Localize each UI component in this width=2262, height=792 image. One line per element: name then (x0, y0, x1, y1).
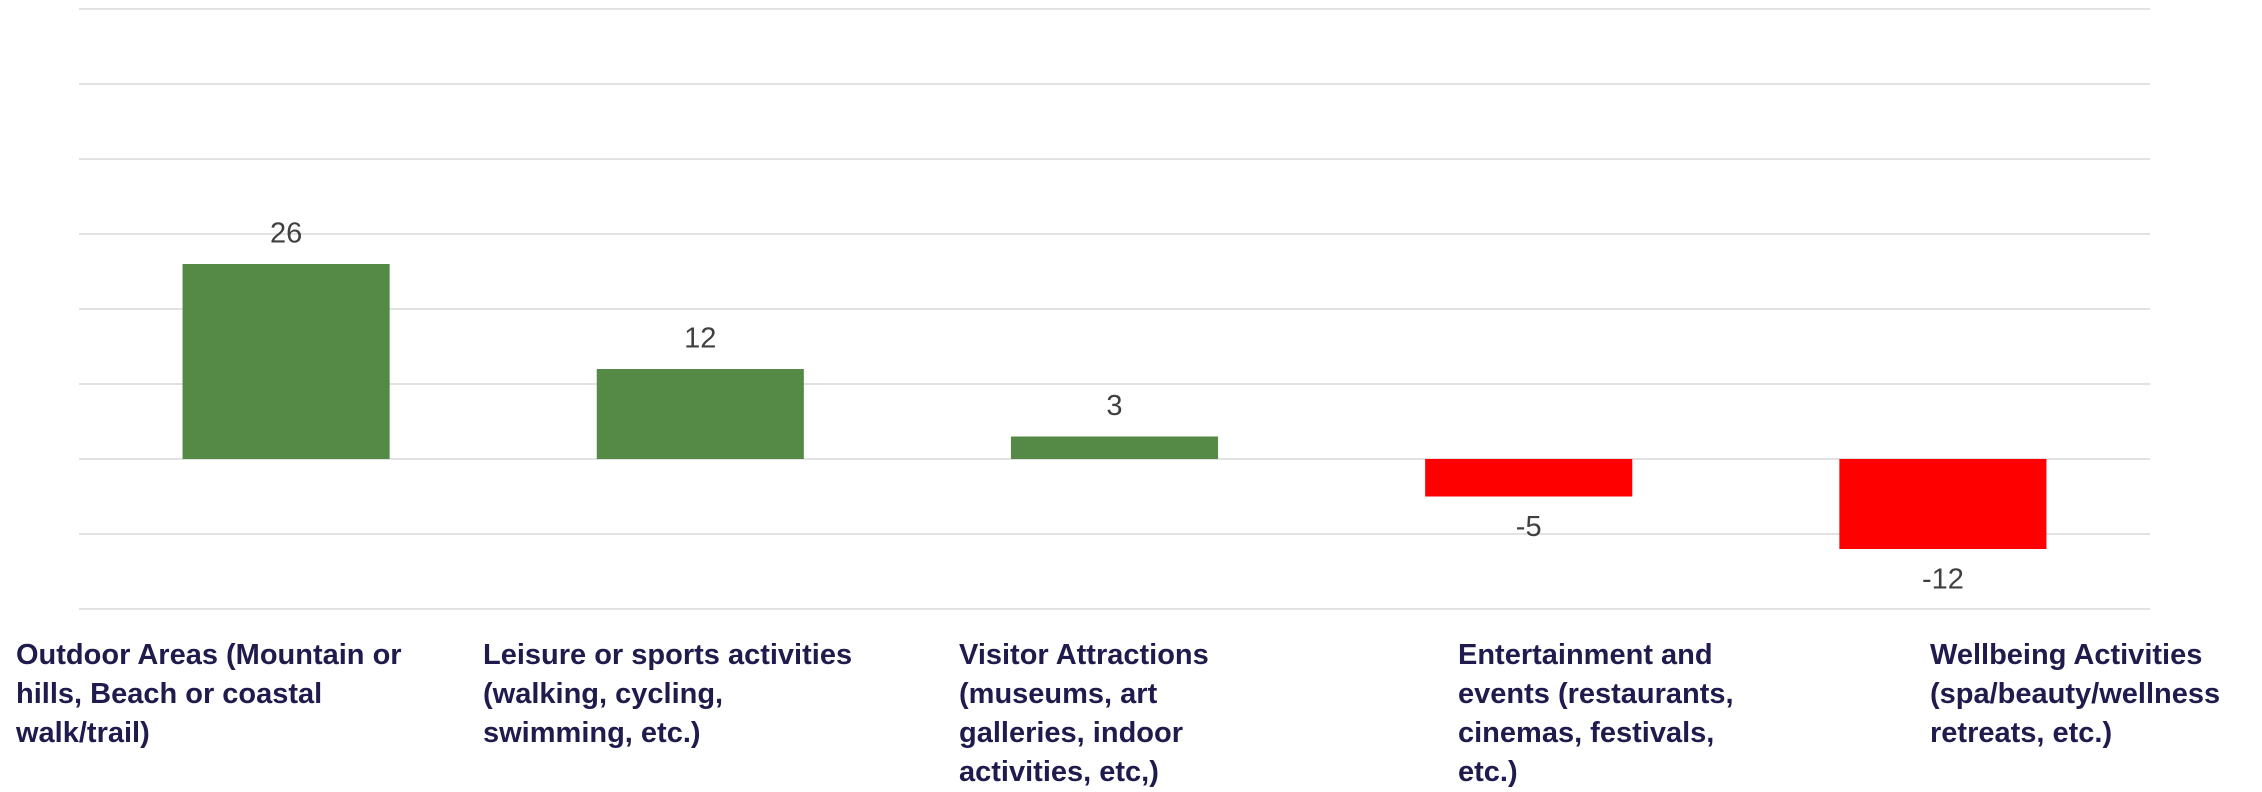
x-tick-label: Wellbeing Activities (spa/beauty/wellnes… (1930, 639, 2221, 749)
bar (1839, 459, 2047, 549)
value-label: -5 (1516, 511, 1542, 543)
value-label: 3 (1106, 390, 1122, 422)
bar (1010, 436, 1219, 459)
x-tick-label: Entertainment and events (restaurants, c… (1458, 639, 1734, 788)
x-tick-label: Outdoor Areas (Mountain or hills, Beach … (16, 639, 402, 749)
value-label: 26 (270, 218, 302, 250)
bar (1425, 459, 1633, 497)
bar (182, 264, 390, 459)
bar (596, 369, 804, 459)
x-tick-label: Visitor Attractions (museums, art galler… (959, 639, 1209, 788)
x-tick-label: Leisure or sports activities (walking, c… (483, 639, 853, 749)
value-label: -12 (1922, 564, 1964, 596)
value-label: 12 (684, 323, 716, 355)
